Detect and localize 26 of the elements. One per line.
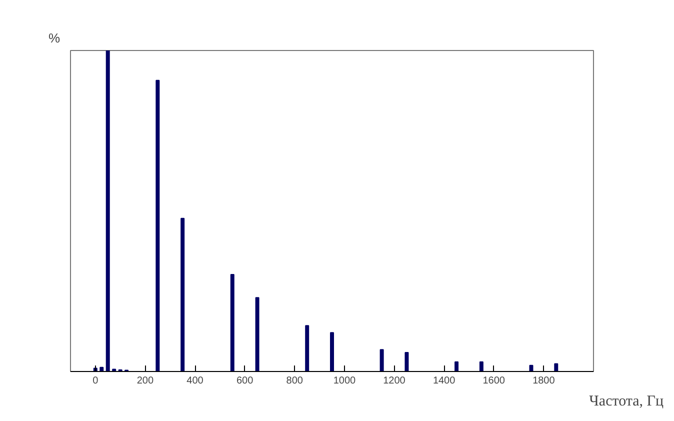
bar xyxy=(156,80,160,372)
x-tick-label: 1400 xyxy=(432,376,456,386)
x-axis-title: Частота, Гц xyxy=(589,394,664,410)
bar xyxy=(230,274,234,372)
x-tick-label: 600 xyxy=(236,376,254,386)
x-tick-label: 1000 xyxy=(333,376,356,386)
x-tick-label: 1200 xyxy=(383,376,406,386)
bar xyxy=(529,364,534,372)
x-tick-label: 1800 xyxy=(532,376,556,386)
bar xyxy=(255,297,260,372)
bar xyxy=(454,361,459,372)
x-tick-label: 1600 xyxy=(482,376,506,386)
bar xyxy=(554,363,558,372)
bar xyxy=(305,325,310,372)
x-tick-label: 800 xyxy=(286,376,304,386)
bar xyxy=(106,50,110,372)
x-tick-label: 200 xyxy=(136,376,154,386)
x-tick-label: 0 xyxy=(92,376,99,386)
bar xyxy=(330,332,334,372)
bar xyxy=(100,366,104,372)
bar xyxy=(479,361,484,372)
bar xyxy=(380,349,384,372)
y-axis-title: % xyxy=(48,30,60,46)
x-tick-label: 400 xyxy=(186,376,204,386)
bar xyxy=(180,218,185,372)
bar xyxy=(404,352,409,372)
